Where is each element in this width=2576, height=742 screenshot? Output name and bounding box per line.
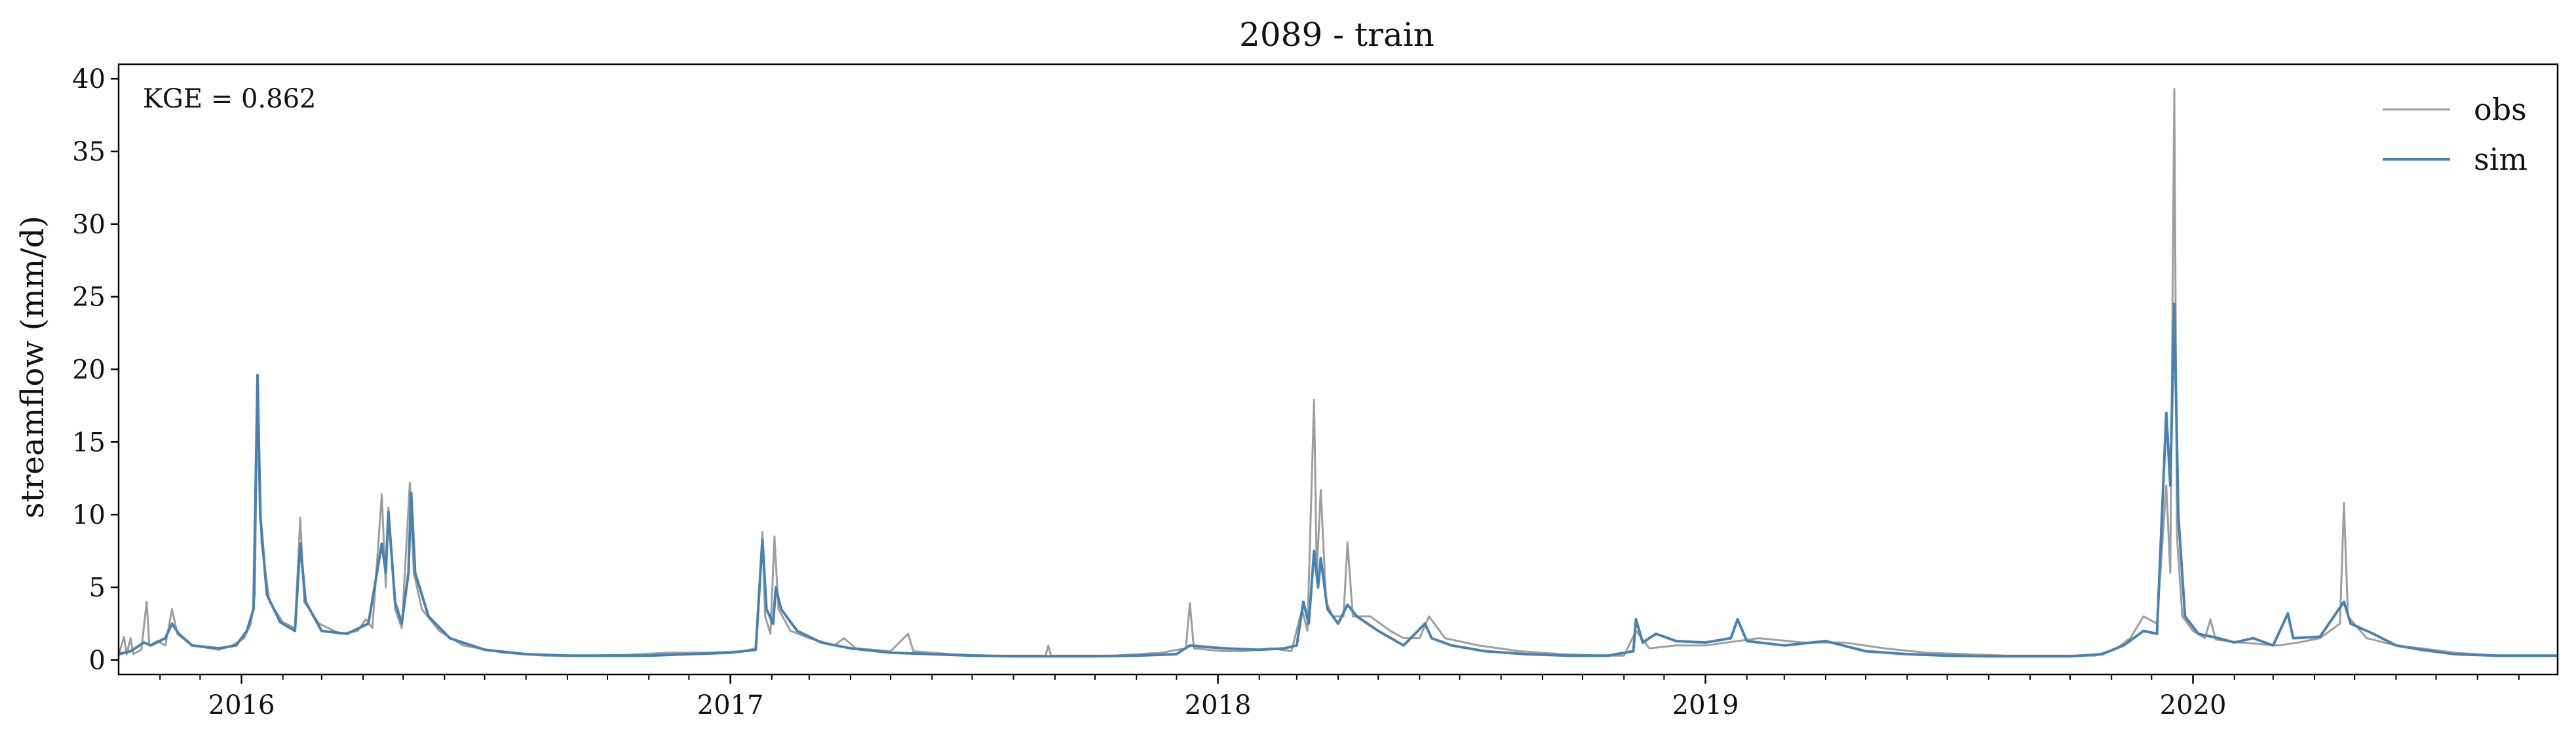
series-line-obs — [119, 89, 2558, 656]
x-tick-label: 2017 — [697, 690, 764, 720]
y-tick-label: 30 — [72, 210, 106, 240]
y-tick-label: 10 — [72, 500, 106, 530]
y-tick-label: 25 — [72, 283, 106, 313]
x-tick-label: 2018 — [1185, 690, 1252, 720]
kge-annotation: KGE = 0.862 — [143, 84, 317, 114]
series-line-sim — [119, 304, 2558, 657]
y-axis-title: streamflow (mm/d) — [14, 216, 51, 518]
plot-area — [119, 89, 2558, 657]
legend-label-sim: sim — [2474, 142, 2528, 177]
y-tick-label: 15 — [72, 427, 106, 458]
y-tick-label: 40 — [72, 64, 106, 94]
y-tick-label: 0 — [89, 646, 106, 676]
x-tick-label: 2019 — [1672, 690, 1739, 720]
x-tick-label: 2020 — [2160, 690, 2227, 720]
legend: obs sim — [2383, 92, 2528, 177]
chart-title: 2089 - train — [1239, 16, 1434, 54]
y-tick-label: 5 — [89, 573, 106, 603]
x-tick-label: 2016 — [208, 690, 275, 720]
legend-label-obs: obs — [2474, 92, 2527, 127]
y-tick-label: 20 — [72, 355, 106, 385]
y-tick-label: 35 — [72, 137, 106, 167]
plot-frame — [119, 64, 2558, 674]
